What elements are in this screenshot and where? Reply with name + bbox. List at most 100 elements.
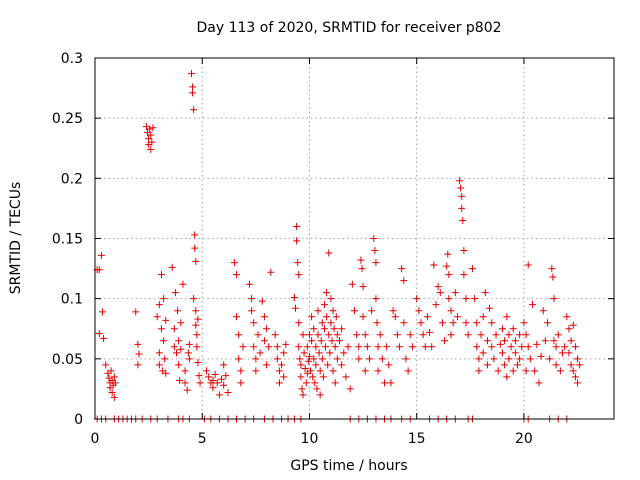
data-point — [317, 337, 325, 345]
data-point — [191, 231, 199, 239]
data-point — [483, 337, 491, 345]
chart-title: Day 113 of 2020, SRMTID for receiver p80… — [196, 20, 501, 36]
axis-ticks: 0 0.05 0.1 0.15 0.2 0.25 0.3 0 5 10 15 20 — [52, 51, 614, 447]
data-point — [162, 316, 170, 324]
data-point — [147, 145, 155, 153]
data-point — [191, 244, 199, 252]
data-point — [385, 361, 393, 369]
data-point — [325, 249, 333, 257]
data-point — [298, 385, 306, 393]
data-point — [301, 364, 309, 372]
data-point — [273, 355, 281, 363]
data-point — [524, 261, 532, 269]
data-point — [475, 355, 483, 363]
x-tick-label: 15 — [408, 431, 426, 447]
data-point — [295, 319, 303, 327]
data-point — [571, 343, 579, 351]
data-point — [189, 89, 197, 97]
data-point — [522, 367, 530, 375]
data-point — [492, 331, 500, 339]
data-point — [318, 319, 326, 327]
data-point — [188, 70, 196, 78]
data-point — [146, 125, 154, 133]
data-point — [250, 319, 258, 327]
data-point — [501, 361, 509, 369]
data-point — [316, 367, 324, 375]
data-point — [531, 367, 539, 375]
data-point — [503, 373, 511, 381]
data-point — [556, 367, 564, 375]
data-point — [490, 355, 498, 363]
data-point — [565, 349, 573, 357]
data-point — [100, 334, 108, 342]
data-point — [147, 131, 155, 139]
data-point — [111, 379, 119, 387]
data-point — [473, 343, 481, 351]
data-point — [511, 349, 519, 357]
data-point — [211, 370, 219, 378]
data-point — [332, 313, 340, 321]
data-point — [383, 343, 391, 351]
data-point — [183, 386, 191, 394]
data-points — [93, 70, 584, 423]
data-point — [438, 319, 446, 327]
data-point — [323, 289, 331, 297]
data-point — [302, 379, 310, 387]
data-point — [423, 313, 431, 321]
data-point — [175, 337, 183, 345]
data-point — [498, 349, 506, 357]
data-point — [366, 355, 374, 363]
data-point — [220, 361, 228, 369]
data-point — [445, 295, 453, 303]
data-point — [315, 349, 323, 357]
data-point — [160, 337, 168, 345]
data-point — [501, 337, 509, 345]
data-point — [267, 268, 275, 276]
data-point — [552, 343, 560, 351]
data-point — [97, 251, 105, 259]
data-point — [436, 289, 444, 297]
data-point — [335, 337, 343, 345]
data-point — [189, 83, 197, 91]
x-tick-label: 20 — [515, 431, 533, 447]
data-point — [205, 373, 213, 381]
data-point — [447, 307, 455, 315]
data-point — [297, 361, 305, 369]
data-point — [326, 349, 334, 357]
data-point — [477, 331, 485, 339]
data-point — [358, 265, 366, 273]
data-point — [415, 307, 423, 315]
data-point — [245, 280, 253, 288]
data-point — [293, 237, 301, 245]
data-point — [462, 295, 470, 303]
data-point — [494, 367, 502, 375]
data-point — [549, 273, 557, 281]
data-point — [458, 192, 466, 200]
data-point — [308, 337, 316, 345]
data-point — [194, 358, 202, 366]
data-point — [235, 355, 243, 363]
data-point — [155, 361, 163, 369]
data-point — [222, 372, 230, 380]
data-point — [373, 319, 381, 327]
data-point — [248, 307, 256, 315]
data-point — [258, 297, 266, 305]
data-point — [524, 343, 532, 351]
data-point — [513, 361, 521, 369]
data-point — [170, 325, 178, 333]
data-point — [363, 343, 371, 351]
data-point — [475, 367, 483, 375]
data-point — [522, 331, 530, 339]
data-point — [193, 331, 201, 339]
data-point — [135, 350, 143, 358]
data-point — [157, 325, 165, 333]
data-point — [479, 313, 487, 321]
data-point — [181, 367, 189, 375]
data-point — [319, 373, 327, 381]
data-point — [554, 331, 562, 339]
data-point — [496, 340, 504, 348]
data-point — [546, 355, 554, 363]
data-point — [110, 373, 118, 381]
data-point — [295, 343, 303, 351]
data-point — [254, 331, 262, 339]
